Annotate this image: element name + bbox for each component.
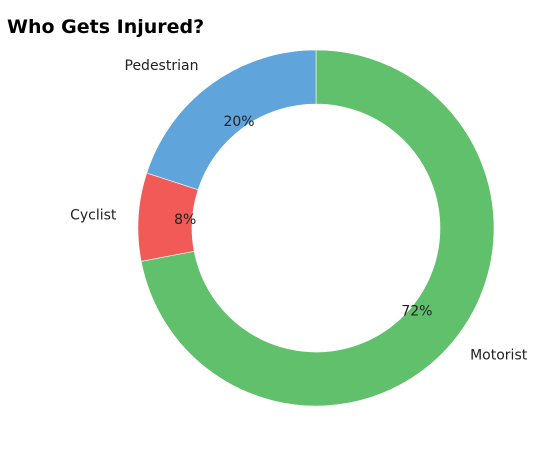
category-label-motorist: Motorist: [470, 347, 528, 363]
slice-motorist: [140, 49, 495, 407]
slice-pedestrian: [146, 49, 317, 191]
category-label-pedestrian: Pedestrian: [125, 58, 199, 74]
value-label-cyclist: 8%: [174, 212, 196, 228]
donut-labels: 72% Motorist 8% Cyclist 20% Pedestrian: [70, 58, 528, 363]
value-label-pedestrian: 20%: [223, 114, 254, 130]
category-label-cyclist: Cyclist: [70, 207, 117, 223]
donut-slices: [137, 49, 495, 407]
value-label-motorist: 72%: [401, 304, 432, 320]
chart-title: Who Gets Injured?: [7, 16, 205, 38]
